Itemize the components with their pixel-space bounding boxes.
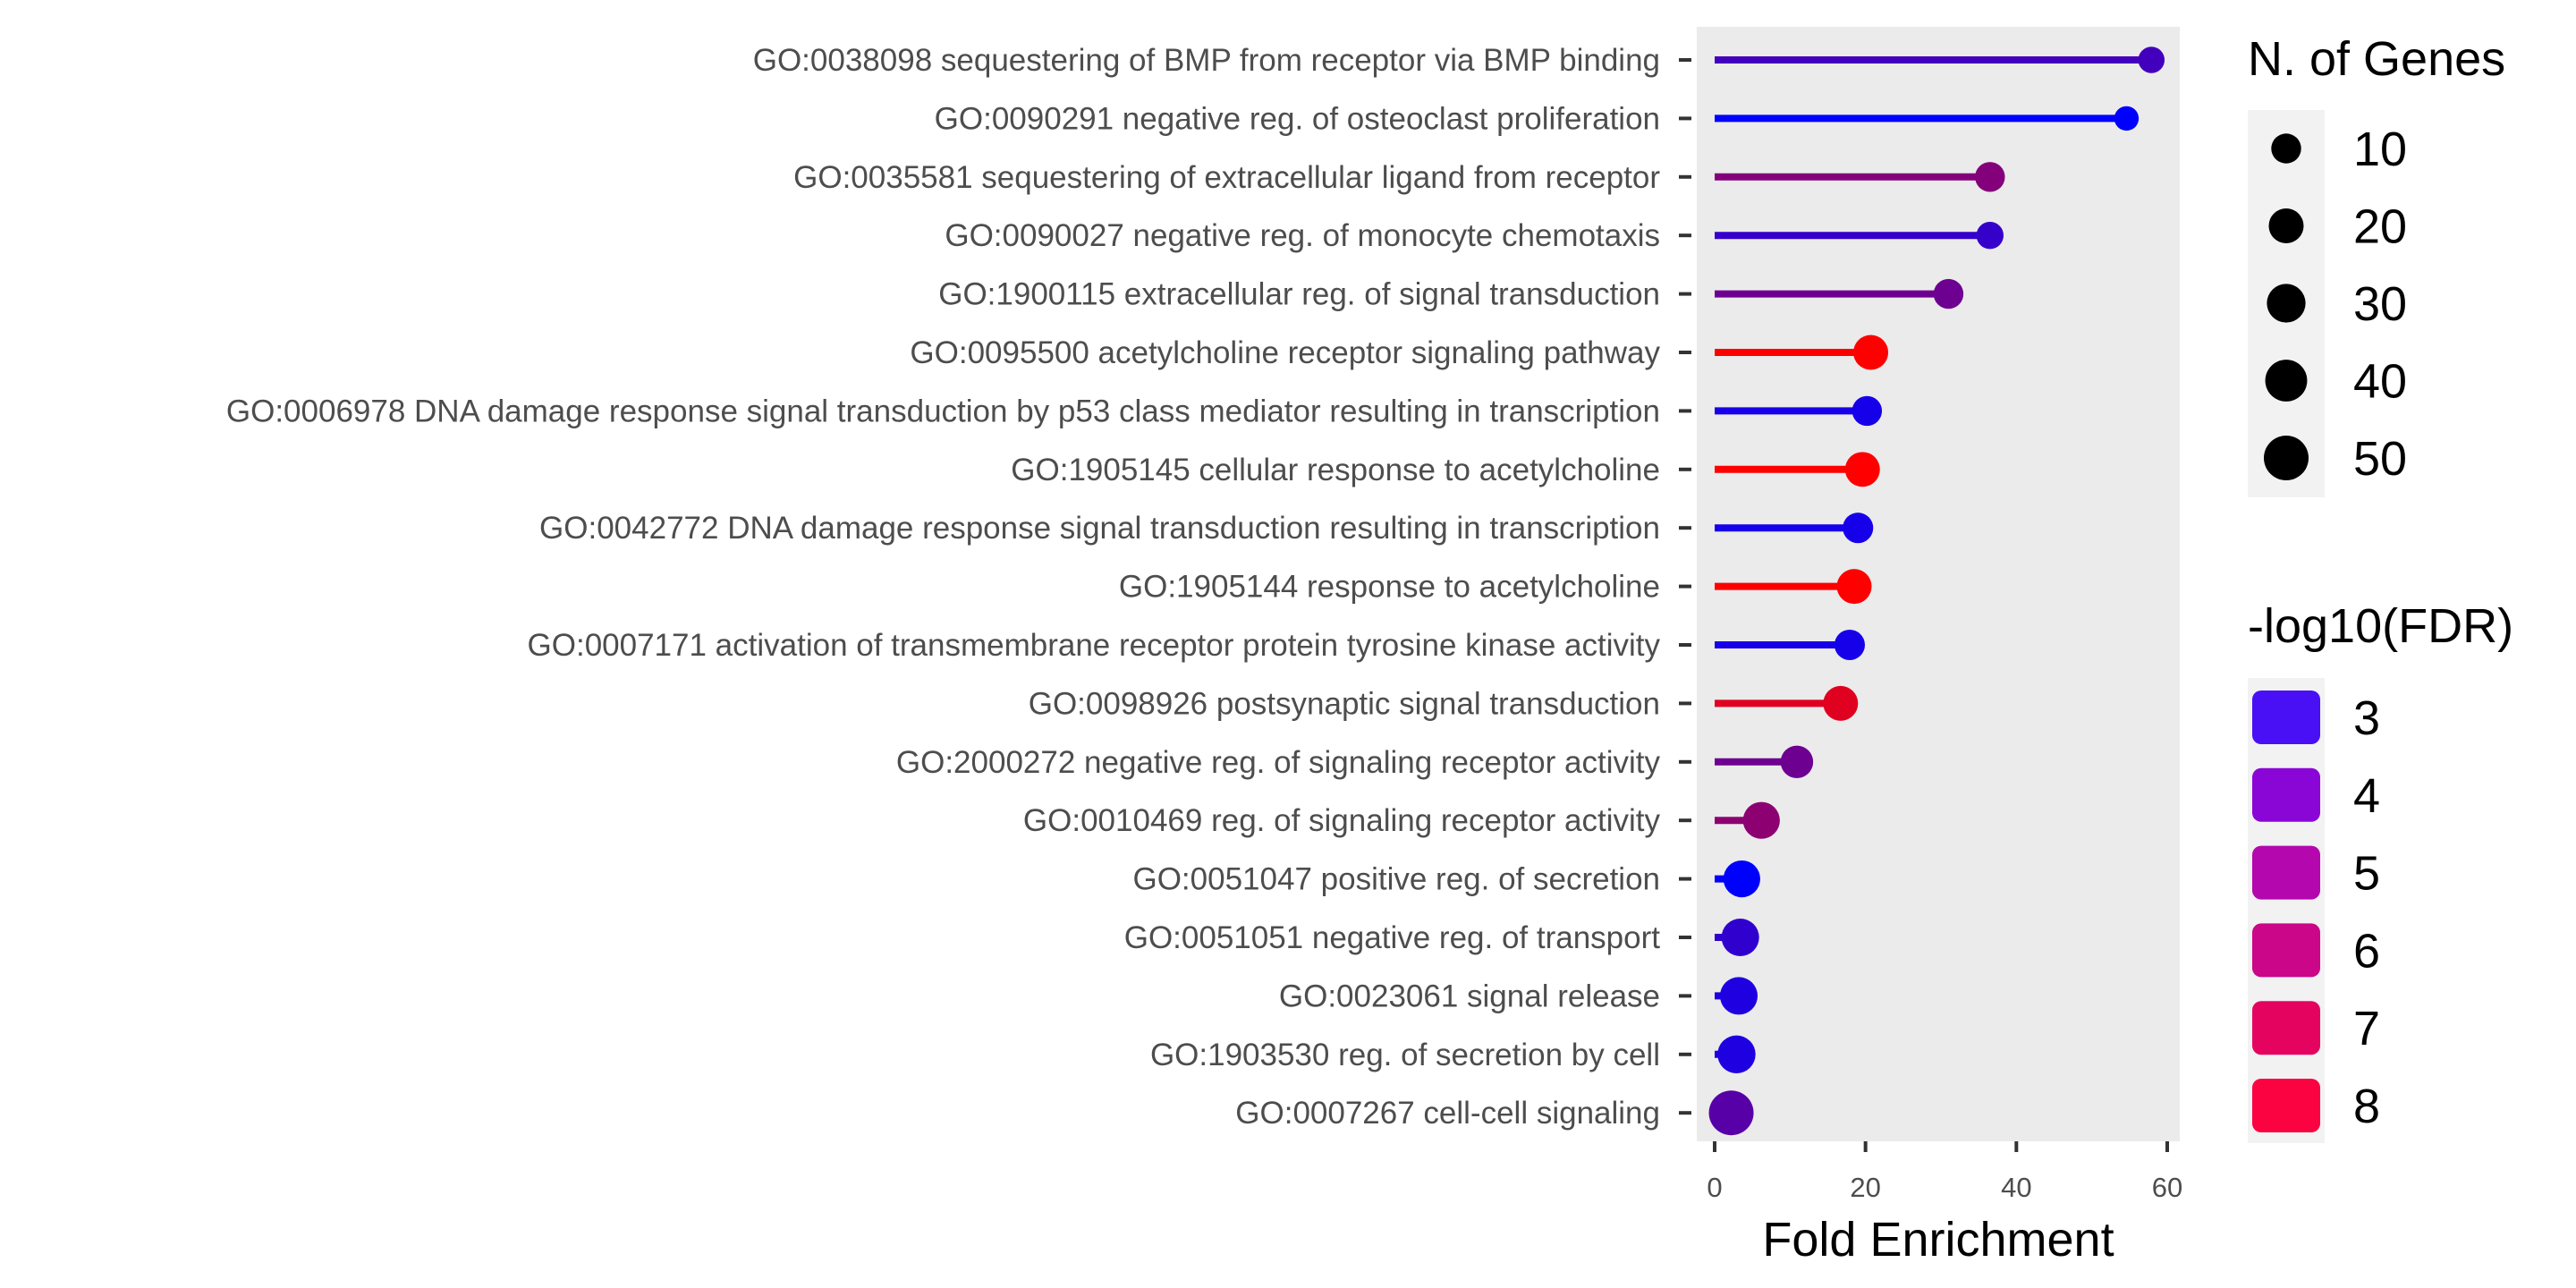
color-legend-label: 4 [2353,769,2380,823]
lollipop-point [1742,801,1780,839]
x-tick-label: 40 [2001,1172,2031,1203]
size-legend-label: 10 [2353,123,2407,176]
color-legend-label: 6 [2353,924,2380,978]
lollipop-point [2114,106,2140,131]
term-label: GO:0007171 activation of transmembrane r… [528,628,1661,663]
term-labels: GO:0038098 sequestering of BMP from rece… [226,43,1661,1131]
term-label: GO:1905144 response to acetylcholine [1119,570,1660,605]
size-legend-label: 40 [2353,355,2407,409]
color-legend-label: 8 [2353,1080,2380,1133]
color-legend-keys [2248,678,2325,1143]
term-label: GO:1900115 extracellular reg. of signal … [938,277,1660,312]
term-label: GO:0007267 cell-cell signaling [1235,1096,1660,1131]
size-legend-title: N. of Genes [2248,32,2505,86]
color-legend-key [2252,1079,2320,1132]
lollipop-point [1823,685,1859,721]
size-legend-label: 30 [2353,277,2407,331]
term-label: GO:0006978 DNA damage response signal tr… [226,394,1660,428]
x-tick-label: 20 [1850,1172,1880,1203]
lollipop-point [1933,278,1964,309]
term-label: GO:0023061 signal release [1279,979,1660,1013]
lollipop-point [1836,569,1872,605]
lollipop-point [1853,335,1889,370]
size-legend-key [2268,208,2304,243]
term-label: GO:0051047 positive reg. of secretion [1132,862,1660,897]
lollipop-point [1975,162,2005,192]
lollipop-point [1719,977,1758,1015]
color-legend-title: -log10(FDR) [2248,599,2513,653]
term-label: GO:2000272 negative reg. of signaling re… [896,745,1661,780]
color-legend-label: 7 [2353,1002,2380,1055]
x-tick-label: 0 [1707,1172,1722,1203]
lollipop-points [1708,47,2165,1136]
term-label: GO:0095500 acetylcholine receptor signal… [910,335,1660,370]
color-legend-key [2252,767,2320,822]
term-label: GO:0010469 reg. of signaling receptor ac… [1023,803,1661,838]
size-legend-label: 50 [2353,432,2407,486]
size-legend-key [2264,436,2309,480]
term-label: GO:0051051 negative reg. of transport [1124,920,1661,955]
term-label: GO:0035581 sequestering of extracellular… [793,160,1660,195]
lollipop-point [1844,452,1880,487]
color-legend-key [2252,691,2320,744]
term-label: GO:0090027 negative reg. of monocyte che… [945,218,1660,253]
lollipop-point [1976,222,2004,250]
lollipop-point [1708,1090,1754,1136]
lollipop-point [1721,918,1759,957]
x-axis-title: Fold Enrichment [1762,1213,2114,1267]
lollipop-point [1717,1035,1756,1074]
term-label: GO:1905145 cellular response to acetylch… [1011,453,1660,487]
size-legend-key [2265,360,2308,402]
term-label: GO:1903530 reg. of secretion by cell [1150,1038,1660,1072]
lollipop-point [1834,629,1865,661]
term-label: GO:0042772 DNA damage response signal tr… [539,511,1660,546]
size-legend-key [2271,133,2301,164]
size-legend: N. of Genes 10 20 30 40 50 [2248,32,2505,497]
term-label: GO:0090291 negative reg. of osteoclast p… [935,101,1660,136]
lollipop-point [1780,745,1814,779]
lollipop-point [1852,395,1883,427]
color-legend-key [2252,845,2320,900]
x-axis: 0 20 40 60 [1707,1141,2182,1203]
lollipop-point [1723,860,1760,898]
color-legend-label: 3 [2353,691,2380,745]
term-label: GO:0038098 sequestering of BMP from rece… [753,43,1660,78]
color-legend-label: 5 [2353,847,2380,901]
term-label: GO:0098926 postsynaptic signal transduct… [1029,686,1660,721]
size-legend-label: 20 [2353,200,2407,254]
x-tick-label: 60 [2152,1172,2182,1203]
color-legend-key [2252,1001,2320,1055]
color-legend-key [2252,923,2320,978]
lollipop-point [2138,47,2165,73]
size-legend-key [2267,284,2306,323]
lollipop-point [1843,513,1874,544]
color-legend: -log10(FDR) 3 4 5 6 7 8 [2248,599,2513,1143]
y-axis-ticks [1679,58,1691,1115]
